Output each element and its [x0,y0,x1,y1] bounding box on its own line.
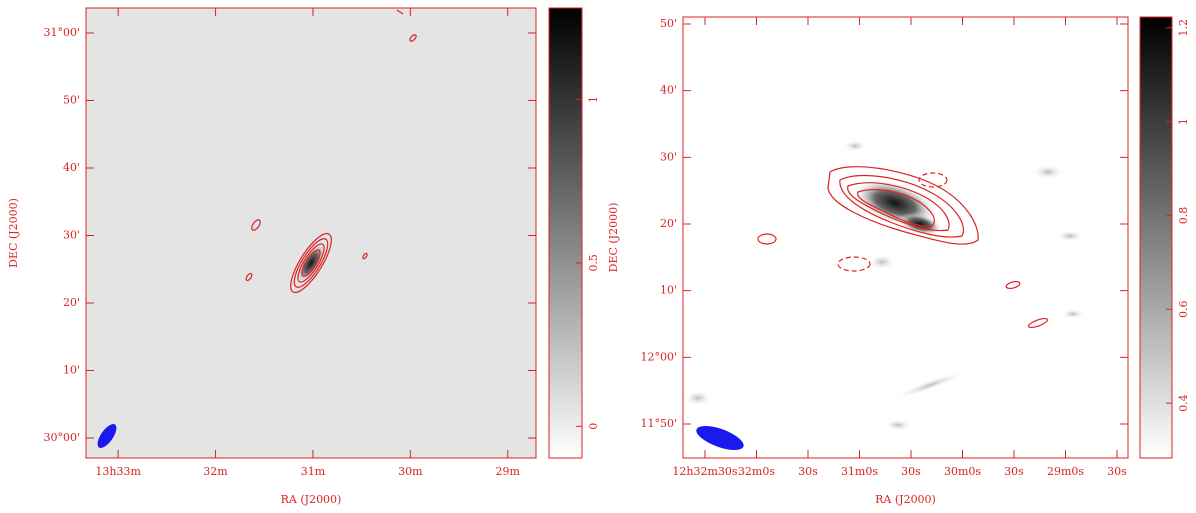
colorbar [1139,16,1173,459]
colorbar-tick-label: 0.6 [1177,301,1190,319]
x-tick-label: 30m [398,465,423,478]
y-tick-label: 11°50' [640,417,677,430]
colorbar [548,7,583,459]
x-tick-label: 31m0s [841,465,878,478]
y-tick-label: 31°00' [43,26,80,39]
y-tick-label: 30' [660,150,677,163]
x-tick-label: 32m [203,465,228,478]
colorbar-tick-label: 0.5 [587,254,600,272]
colorbar-tick-label: 1 [587,96,600,103]
y-tick-label: 20' [660,217,677,230]
colorbar-tick-label: 1.2 [1177,19,1190,37]
plot-frame [682,16,1129,459]
y-tick-label: 30°00' [43,431,80,444]
colorbar-tick-label: 0 [587,423,600,430]
x-tick-label: 29m0s [1047,465,1084,478]
x-tick-label: 30s [1004,465,1024,478]
y-tick-label: 40' [63,161,80,174]
y-tick-label: 10' [63,364,80,377]
x-tick-label: 13h33m [95,465,141,478]
y-tick-label: 12°00' [640,350,677,363]
y-tick-label: 50' [660,17,677,30]
y-tick-label: 40' [660,84,677,97]
x-axis-label: RA (J2000) [875,493,936,506]
x-tick-label: 12h32m30s [672,465,738,478]
right-image [683,17,1128,458]
y-tick-label: 30' [63,228,80,241]
plot-frame [85,7,537,459]
x-tick-label: 29m [496,465,521,478]
x-tick-label: 31m [301,465,326,478]
y-tick-label: 10' [660,284,677,297]
x-tick-label: 30m0s [944,465,981,478]
colorbar-tick-label: 1 [1177,118,1190,125]
y-tick-label: 20' [63,296,80,309]
y-axis-label: DEC (J2000) [607,203,620,273]
x-tick-label: 30s [798,465,818,478]
x-tick-label: 30s [1107,465,1127,478]
colorbar-tick-label: 0.8 [1177,207,1190,225]
y-tick-label: 50' [63,93,80,106]
colorbar-tick-label: 0.4 [1177,394,1190,412]
y-axis-label: DEC (J2000) [7,198,20,268]
x-tick-label: 30s [901,465,921,478]
x-axis-label: RA (J2000) [281,493,342,506]
left-image [86,8,536,458]
x-tick-label: 32m0s [738,465,775,478]
